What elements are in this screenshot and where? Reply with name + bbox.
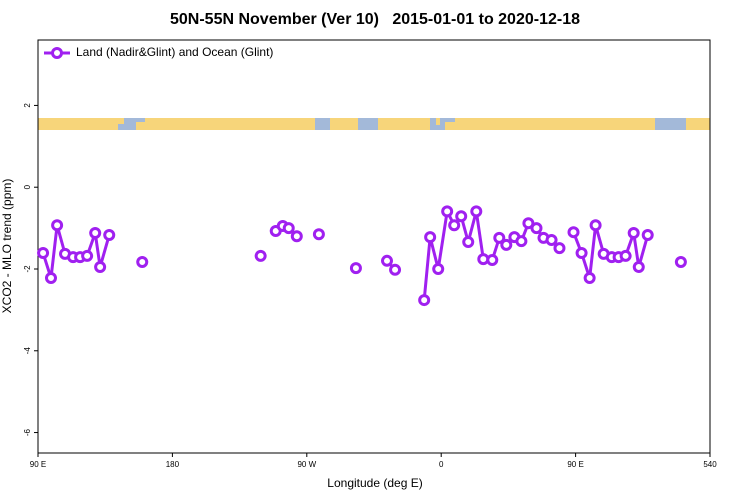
point: [545, 233, 558, 246]
point: [632, 260, 645, 273]
point: [641, 229, 654, 242]
point: [136, 256, 149, 269]
x-tick-label: 90 W: [297, 460, 316, 469]
x-tick-label: 180: [166, 460, 180, 469]
point: [500, 238, 513, 251]
x-tick-label: 0: [439, 460, 444, 469]
point: [522, 217, 535, 230]
map-strip: [38, 118, 710, 130]
point: [103, 229, 116, 242]
y-tick-label: -2: [23, 265, 32, 273]
y-tick-label: 2: [23, 103, 32, 108]
point: [282, 222, 295, 235]
x-tick-label: 90 E: [30, 460, 46, 469]
point: [455, 210, 468, 223]
point: [349, 262, 362, 275]
point: [44, 271, 57, 284]
legend-label: Land (Nadir&Glint) and Ocean (Glint): [76, 45, 273, 59]
point: [89, 227, 102, 240]
point: [448, 219, 461, 232]
point: [493, 231, 506, 244]
legend-marker: [51, 47, 63, 59]
point: [627, 227, 640, 240]
y-tick-label: -4: [23, 347, 32, 355]
point: [462, 236, 475, 249]
y-tick-label: -6: [23, 428, 32, 436]
point: [674, 256, 687, 269]
point: [553, 242, 566, 255]
point: [312, 228, 325, 241]
y-tick-label: 0: [23, 184, 32, 189]
point: [530, 222, 543, 235]
point: [441, 205, 454, 218]
x-tick-label: 540: [703, 460, 717, 469]
point: [94, 260, 107, 273]
point: [418, 294, 431, 307]
point: [470, 205, 483, 218]
point: [575, 247, 588, 260]
x-tick-label: 90 E: [567, 460, 583, 469]
y-axis-label: XCO2 - MLO trend (ppm): [0, 179, 14, 314]
point: [380, 254, 393, 267]
point: [254, 249, 267, 262]
chart-title: 50N-55N November (Ver 10) 2015-01-01 to …: [170, 11, 580, 28]
point: [424, 231, 437, 244]
point: [81, 249, 94, 262]
plot-frame: [37, 39, 711, 454]
point: [51, 219, 64, 232]
point: [583, 271, 596, 284]
point: [432, 262, 445, 275]
point: [486, 253, 499, 266]
point: [389, 263, 402, 276]
point: [515, 235, 528, 248]
point: [589, 219, 602, 232]
point: [619, 249, 632, 262]
point: [567, 226, 580, 239]
point: [290, 230, 303, 243]
x-axis-label: Longitude (deg E): [327, 476, 422, 490]
point: [37, 247, 50, 260]
